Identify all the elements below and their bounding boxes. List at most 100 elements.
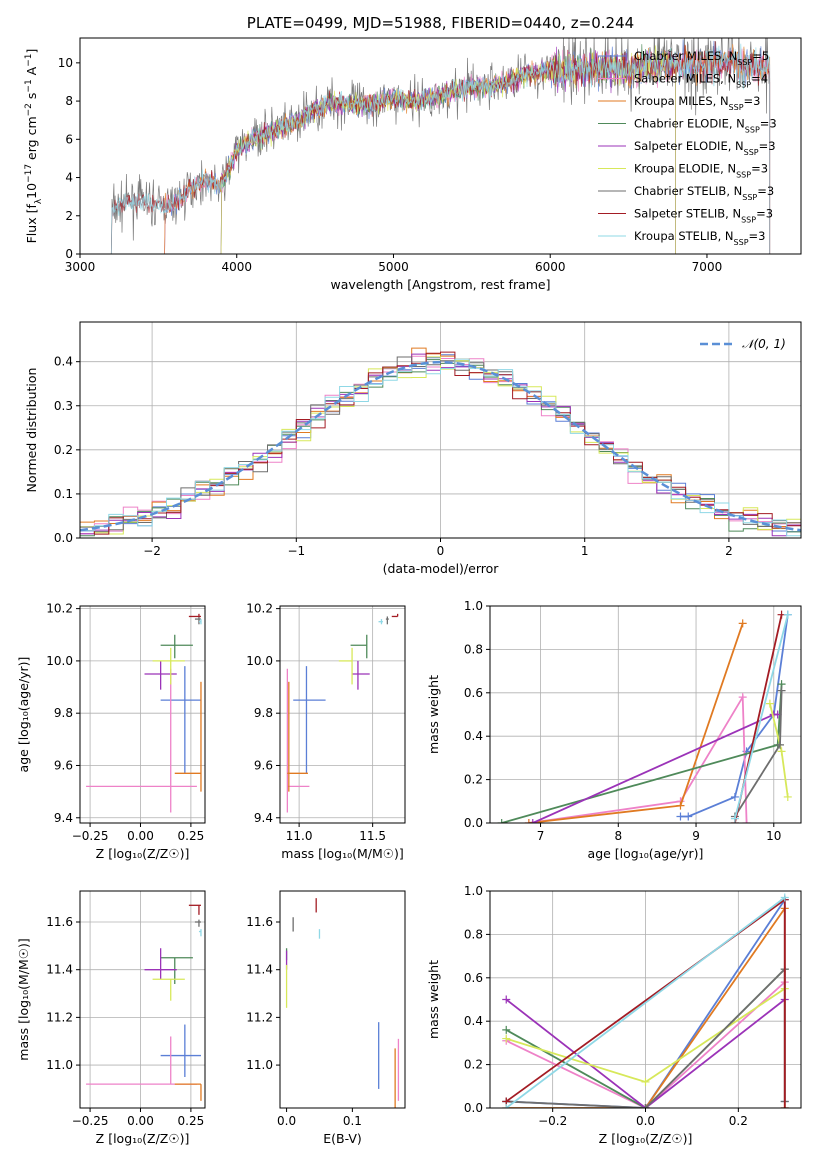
x-tick-label: 1 xyxy=(581,544,589,558)
weight-point-marker xyxy=(738,619,747,628)
y-label-part: 10 xyxy=(24,183,39,199)
y-tick-label: 0 xyxy=(65,247,73,261)
y-axis-label: Flux [fλ10−17 erg cm−2 s−1 A−1] xyxy=(24,49,44,244)
errorbars xyxy=(285,898,400,1108)
y-tick-label: 10 xyxy=(58,56,73,70)
legend-text: Kroupa MILES, N xyxy=(634,94,729,108)
y-axis-label: mass weight xyxy=(426,675,441,754)
legend-text: =3 xyxy=(744,94,761,108)
axes-frame xyxy=(279,605,406,824)
y-tick-label: 0.4 xyxy=(464,1014,483,1028)
legend-text: Chabrier MILES, N xyxy=(634,49,737,63)
y-axis-label: age [log₁₀(age/yr)] xyxy=(16,657,31,773)
histogram-step xyxy=(80,358,801,537)
legend-subscript: SSP xyxy=(742,193,757,202)
x-axis-label: Z [log₁₀(Z/Z☉)] xyxy=(599,1131,693,1146)
weight-series-line xyxy=(528,693,748,823)
y-tick-label: 0.2 xyxy=(54,443,73,457)
legend-entry: Chabrier STELIB, NSSP=3 xyxy=(634,184,774,202)
legend-entry: Kroupa STELIB, NSSP=3 xyxy=(634,229,765,247)
weight-point-marker xyxy=(780,1104,789,1108)
y-tick-label: 0.0 xyxy=(464,816,483,830)
errorbars xyxy=(286,613,399,813)
y-tick-label: 11.2 xyxy=(46,1010,73,1024)
weight-point-marker xyxy=(502,995,511,1004)
y-tick-label: 10.2 xyxy=(46,602,73,616)
x-tick-label: 0.1 xyxy=(343,1114,362,1128)
weight-point-marker xyxy=(502,1025,511,1034)
legend-text: =3 xyxy=(749,229,766,243)
legend-text: Salpeter ELODIE, N xyxy=(634,139,744,153)
y-axis-label: Normed distribution xyxy=(24,368,39,493)
mass_vs_EBV-panel: 0.0 0.1 11.0 11.2 11.4 11.6 E(B-V) xyxy=(246,890,406,1146)
x-tick-label: −1 xyxy=(287,544,305,558)
y-tick-label: 9.6 xyxy=(254,758,273,772)
y-tick-label: 8 xyxy=(65,94,73,108)
weight-point-marker xyxy=(497,819,506,823)
y-tick-label: 9.4 xyxy=(254,811,273,825)
x-axis-label: (data-model)/error xyxy=(383,561,500,576)
y-tick-label: 11.6 xyxy=(246,915,273,929)
normal-reference-curve xyxy=(80,360,801,532)
legend-subscript: SSP xyxy=(736,80,751,89)
weight-point-marker xyxy=(780,893,789,902)
weight-point-marker xyxy=(676,801,685,810)
histograms xyxy=(80,347,801,537)
legend-text: Chabrier ELODIE, N xyxy=(634,117,745,131)
x-axis-label: Z [log₁₀(Z/Z☉)] xyxy=(96,1131,190,1146)
legend-subscript: SSP xyxy=(741,215,756,224)
y-tick-label: 11.4 xyxy=(46,963,73,977)
age_vs_Z-panel: −0.25 0.00 0.25 9.4 9.6 9.8 10.0 10.2 Z [log₁₀(Z… xyxy=(16,602,206,861)
legend-entry: Kroupa MILES, NSSP=3 xyxy=(634,94,760,112)
y-label-part: Flux [f xyxy=(24,204,39,244)
y-label-part: −1 xyxy=(24,79,34,92)
x-tick-label: 2 xyxy=(725,544,733,558)
x-tick-label: 0.0 xyxy=(277,1114,296,1128)
weight-point-marker xyxy=(641,1077,650,1086)
weight-series-line xyxy=(734,614,789,819)
legend-text: Salpeter STELIB, N xyxy=(634,207,741,221)
y-tick-label: 10.0 xyxy=(246,654,273,668)
x-tick-label: 6000 xyxy=(535,260,566,274)
y-tick-label: 2 xyxy=(65,209,73,223)
model-spectrum-line xyxy=(110,43,771,254)
errorbars xyxy=(86,613,202,813)
legend-subscript: SSP xyxy=(734,238,749,247)
weight-point-marker xyxy=(730,814,739,823)
y-tick-label: 0.3 xyxy=(54,399,73,413)
x-axis-label: E(B-V) xyxy=(323,1131,362,1146)
y-label-part: −17 xyxy=(24,164,34,183)
y-tick-label: 11.6 xyxy=(46,915,73,929)
y-label-part: −2 xyxy=(24,103,34,116)
x-tick-label: −0.2 xyxy=(538,1114,567,1128)
legend-text: Salpeter MILES, N xyxy=(634,72,736,86)
axes-frame xyxy=(279,890,406,1109)
weight_vs_age-panel: 7 8 9 10 0.0 0.2 0.4 0.6 0.8 1.0 age [log₁₀(age/yr… xyxy=(426,599,802,861)
weight-point-marker xyxy=(684,812,693,821)
errorbars xyxy=(86,904,202,1101)
weight-lines xyxy=(497,610,792,823)
y-tick-label: 9.4 xyxy=(54,811,73,825)
x-axis-label: mass [log₁₀(M/M☉)] xyxy=(281,846,403,861)
legend-text: Kroupa ELODIE, N xyxy=(634,162,736,176)
x-tick-label: 0.25 xyxy=(178,1114,205,1128)
weight-series-line xyxy=(505,981,786,1108)
weight-point-marker xyxy=(742,819,751,823)
legend-subscript: SSP xyxy=(744,148,759,157)
x-tick-label: 7000 xyxy=(692,260,723,274)
weight-point-marker xyxy=(676,812,685,821)
y-tick-label: 0.4 xyxy=(54,355,73,369)
y-tick-label: 11.4 xyxy=(246,963,273,977)
x-tick-label: 9 xyxy=(692,829,700,843)
weight-series-line xyxy=(505,896,786,1108)
x-tick-label: 10 xyxy=(766,829,781,843)
legend-subscript: SSP xyxy=(729,103,744,112)
legend-text: Kroupa STELIB, N xyxy=(634,229,734,243)
weight-point-marker xyxy=(641,1104,650,1108)
axes-frame xyxy=(79,37,802,255)
spectrum-panel: PLATE=0499, MJD=51988, FIBERID=0440, z=0… xyxy=(24,14,802,292)
y-label-part: −1 xyxy=(24,54,34,67)
legend-entry: 𝒩(0, 1) xyxy=(742,337,786,351)
x-tick-label: 0.25 xyxy=(178,829,205,843)
